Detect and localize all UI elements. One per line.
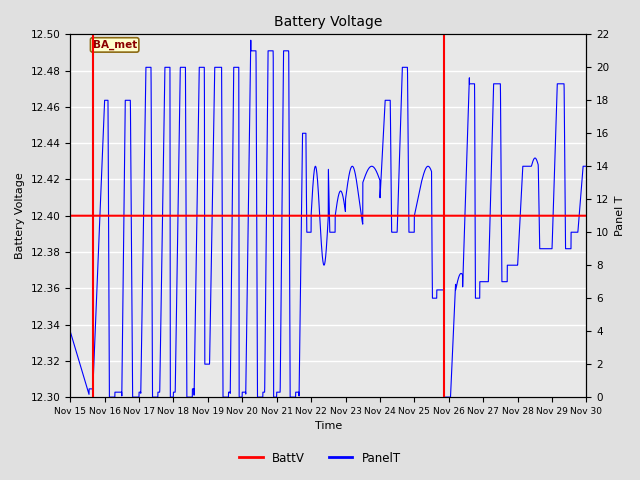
X-axis label: Time: Time xyxy=(315,421,342,432)
Title: Battery Voltage: Battery Voltage xyxy=(274,15,383,29)
Legend: BattV, PanelT: BattV, PanelT xyxy=(234,447,406,469)
Y-axis label: Battery Voltage: Battery Voltage xyxy=(15,172,25,259)
Text: BA_met: BA_met xyxy=(93,40,137,50)
Y-axis label: Panel T: Panel T xyxy=(615,195,625,236)
